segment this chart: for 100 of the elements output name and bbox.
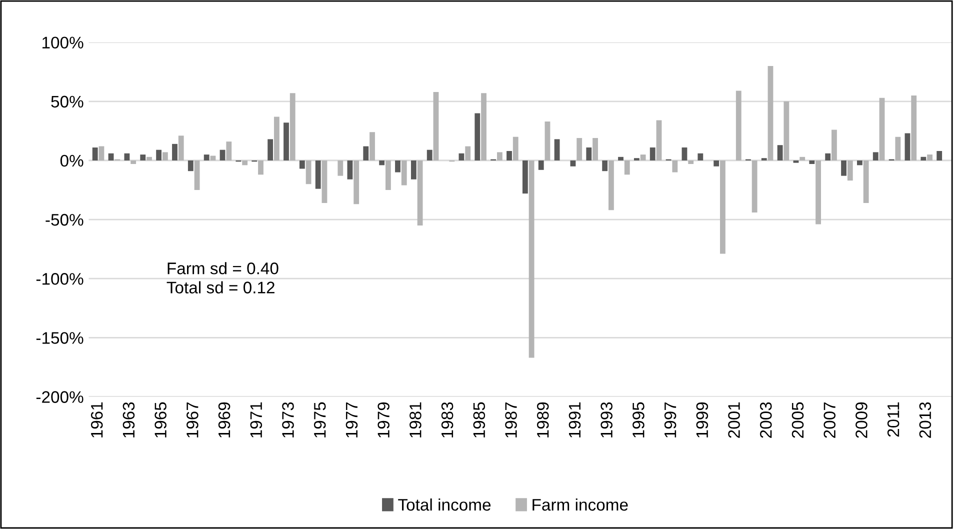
bar — [576, 138, 582, 160]
bar — [306, 160, 312, 184]
annotation: Farm sd = 0.40 Total sd = 0.12 — [166, 262, 278, 294]
bar — [832, 130, 837, 160]
y-tick-label: 50% — [51, 96, 84, 108]
bar — [379, 160, 385, 166]
bar — [618, 156, 624, 160]
bar — [911, 95, 917, 160]
bar — [417, 160, 423, 226]
bar — [863, 160, 869, 203]
bar — [322, 160, 328, 203]
x-tick-label: 1961 — [90, 402, 103, 438]
bar — [847, 160, 853, 181]
bar — [720, 160, 726, 254]
bar — [465, 146, 471, 160]
bar — [554, 139, 560, 160]
x-tick-label: 1965 — [154, 402, 166, 438]
bar — [395, 160, 400, 172]
bar — [816, 160, 821, 224]
bar — [481, 93, 486, 160]
x-tick-label: 2003 — [760, 402, 772, 438]
bar — [433, 92, 439, 160]
bar — [895, 136, 901, 160]
bar — [274, 116, 280, 160]
bar — [768, 66, 774, 160]
bar — [800, 156, 806, 160]
bar — [528, 160, 534, 358]
bar — [130, 160, 136, 164]
x-tick-label: 1983 — [441, 402, 454, 438]
bar — [210, 156, 216, 160]
bar — [656, 120, 662, 160]
bar — [777, 145, 783, 160]
bar — [809, 160, 815, 164]
bar — [162, 152, 168, 160]
x-tick-label: 1977 — [346, 402, 358, 438]
bar — [315, 160, 321, 189]
bar — [226, 142, 232, 160]
x-tick-label: 1989 — [536, 402, 549, 438]
bar — [672, 160, 678, 172]
x-tick-label: 2007 — [824, 402, 836, 438]
bar — [879, 98, 885, 160]
y-tick-label: -150% — [36, 332, 84, 344]
x-tick-label: 1971 — [250, 402, 262, 438]
x-tick-label: 1981 — [410, 402, 422, 438]
bar — [650, 147, 656, 160]
x-tick-label: 2011 — [887, 402, 900, 437]
bar — [385, 160, 391, 190]
bar — [538, 160, 544, 170]
bar — [602, 160, 608, 172]
bar — [936, 151, 942, 160]
y-tick-label: 0% — [60, 154, 84, 167]
x-tick-label: 1985 — [473, 402, 486, 438]
x-tick-label: 1969 — [218, 402, 230, 438]
bar — [736, 90, 742, 160]
x-tick-label: 1963 — [122, 402, 135, 438]
bar — [98, 146, 104, 160]
bar — [354, 160, 360, 204]
bar — [146, 156, 152, 160]
bar — [242, 160, 248, 166]
bar — [608, 160, 614, 210]
bar — [108, 153, 114, 160]
x-tick-label: 2005 — [792, 402, 804, 438]
bar — [512, 136, 518, 160]
bar — [474, 113, 480, 160]
bar — [904, 133, 910, 160]
bar — [458, 153, 464, 160]
bar — [856, 160, 862, 166]
bar — [194, 160, 200, 190]
bar — [872, 152, 878, 160]
bar — [204, 154, 210, 160]
x-tick-label: 2001 — [728, 402, 740, 438]
bar — [624, 160, 630, 175]
bar — [363, 146, 369, 160]
bar — [825, 153, 831, 160]
x-tick-label: 1973 — [282, 402, 294, 438]
bar — [178, 136, 184, 160]
bar — [640, 154, 646, 160]
y-tick-label: 100% — [42, 36, 84, 49]
bar — [841, 160, 846, 176]
bar — [426, 150, 432, 160]
bar — [506, 151, 512, 160]
bar — [752, 160, 758, 212]
x-tick-label: 1991 — [568, 402, 581, 438]
bar — [496, 152, 502, 160]
bar — [784, 101, 790, 160]
bar — [688, 160, 694, 164]
bar — [592, 138, 598, 160]
bar — [410, 160, 416, 180]
x-tick-label: 1987 — [505, 402, 517, 438]
bar — [401, 160, 407, 186]
bar — [698, 153, 704, 160]
x-tick-label: 1993 — [600, 402, 612, 438]
bar — [338, 160, 344, 176]
x-tick-label: 2013 — [919, 402, 932, 438]
bar — [714, 160, 720, 166]
bar — [570, 160, 576, 166]
bar — [188, 160, 194, 172]
x-tick-label: 1967 — [186, 402, 198, 438]
bar — [299, 160, 305, 169]
x-tick-label: 1975 — [314, 402, 326, 438]
